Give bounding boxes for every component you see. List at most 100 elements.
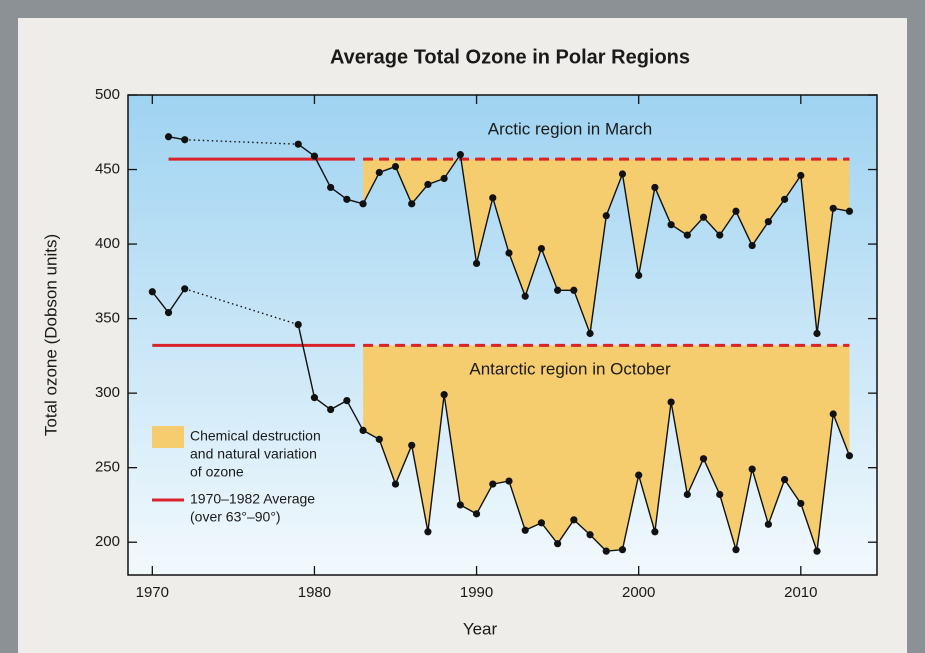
- data-point: [748, 465, 756, 473]
- data-point: [716, 231, 724, 239]
- legend-text: (over 63°–90°): [190, 509, 281, 525]
- data-point: [164, 309, 173, 317]
- data-point: [537, 244, 546, 253]
- data-point: [845, 452, 854, 460]
- x-tick-label: 2000: [622, 584, 655, 601]
- y-tick-label: 350: [95, 310, 120, 327]
- data-point: [797, 499, 805, 508]
- data-point: [537, 519, 546, 527]
- data-point: [505, 249, 513, 257]
- data-point: [667, 398, 675, 406]
- data-point: [635, 471, 643, 479]
- x-tick-label: 2010: [784, 584, 817, 601]
- ozone-loss-area: [363, 345, 850, 552]
- data-point: [375, 168, 383, 177]
- data-point: [797, 171, 805, 180]
- legend-text: of ozone: [190, 464, 244, 480]
- data-point: [586, 531, 594, 539]
- data-point: [521, 526, 529, 534]
- data-point: [440, 391, 448, 399]
- data-point: [408, 200, 416, 208]
- data-point: [699, 213, 708, 221]
- data-point: [294, 320, 302, 329]
- data-point: [456, 151, 464, 159]
- chart-title: Average Total Ozone in Polar Regions: [330, 46, 690, 68]
- data-point: [489, 194, 497, 202]
- data-point: [327, 183, 335, 192]
- data-point: [651, 183, 659, 192]
- data-point: [472, 259, 481, 268]
- y-tick-label: 250: [95, 459, 120, 476]
- data-point: [845, 207, 854, 215]
- data-point: [391, 480, 400, 488]
- y-tick-label: 400: [95, 235, 120, 252]
- data-point: [359, 426, 367, 435]
- data-point: [391, 162, 400, 171]
- data-point: [505, 477, 513, 485]
- data-point: [813, 547, 821, 555]
- data-point: [813, 329, 821, 338]
- data-point: [651, 528, 659, 536]
- plot-frame: [127, 94, 878, 576]
- data-point: [359, 200, 367, 208]
- data-point: [440, 174, 448, 183]
- data-point: [829, 204, 837, 212]
- data-gap: [184, 139, 299, 145]
- y-tick-label: 450: [95, 161, 120, 178]
- data-point: [732, 546, 740, 554]
- series-label: Antarctic region in October: [469, 359, 671, 378]
- data-point: [489, 480, 497, 488]
- data-point: [780, 195, 789, 203]
- data-point: [310, 394, 319, 402]
- x-tick-label: 1990: [460, 584, 493, 601]
- data-point: [570, 516, 578, 524]
- data-point: [472, 510, 481, 518]
- data-point: [554, 540, 562, 548]
- data-point: [764, 218, 772, 226]
- data-point: [683, 490, 691, 499]
- legend-text: 1970–1982 Average: [190, 491, 315, 507]
- y-tick-label: 500: [95, 86, 120, 103]
- data-point: [521, 292, 529, 300]
- data-point: [699, 455, 708, 463]
- data-point: [375, 435, 383, 443]
- ozone-loss-area: [363, 159, 850, 334]
- legend-swatch: [152, 426, 184, 448]
- data-point: [408, 441, 416, 449]
- data-point: [748, 241, 756, 250]
- data-point: [554, 286, 562, 294]
- data-point: [164, 133, 173, 141]
- data-gap: [184, 288, 299, 326]
- x-tick-label: 1980: [298, 584, 331, 601]
- data-point: [327, 405, 335, 414]
- data-point: [424, 180, 432, 189]
- data-point: [343, 195, 351, 203]
- x-tick-label: 1970: [136, 584, 169, 601]
- series-label: Arctic region in March: [488, 119, 652, 138]
- y-tick-label: 200: [95, 533, 120, 550]
- data-point: [148, 288, 156, 296]
- y-axis-label: Total ozone (Dobson units): [41, 234, 60, 436]
- x-axis-label: Year: [463, 619, 498, 638]
- data-point: [764, 520, 772, 528]
- data-point: [602, 547, 610, 555]
- y-tick-label: 300: [95, 384, 120, 401]
- data-point: [310, 152, 319, 160]
- data-point: [181, 136, 189, 144]
- data-point: [667, 221, 675, 229]
- data-point: [602, 212, 610, 220]
- data-point: [570, 286, 578, 294]
- data-point: [780, 475, 789, 484]
- data-point: [424, 528, 432, 536]
- data-point: [456, 501, 464, 509]
- data-point: [343, 396, 351, 405]
- data-point: [618, 546, 627, 554]
- legend-text: and natural variation: [190, 446, 317, 462]
- data-point: [586, 329, 594, 338]
- legend-text: Chemical destruction: [190, 428, 321, 444]
- data-point: [635, 271, 643, 279]
- data-point: [732, 207, 740, 215]
- data-point: [618, 170, 627, 178]
- data-point: [716, 490, 724, 499]
